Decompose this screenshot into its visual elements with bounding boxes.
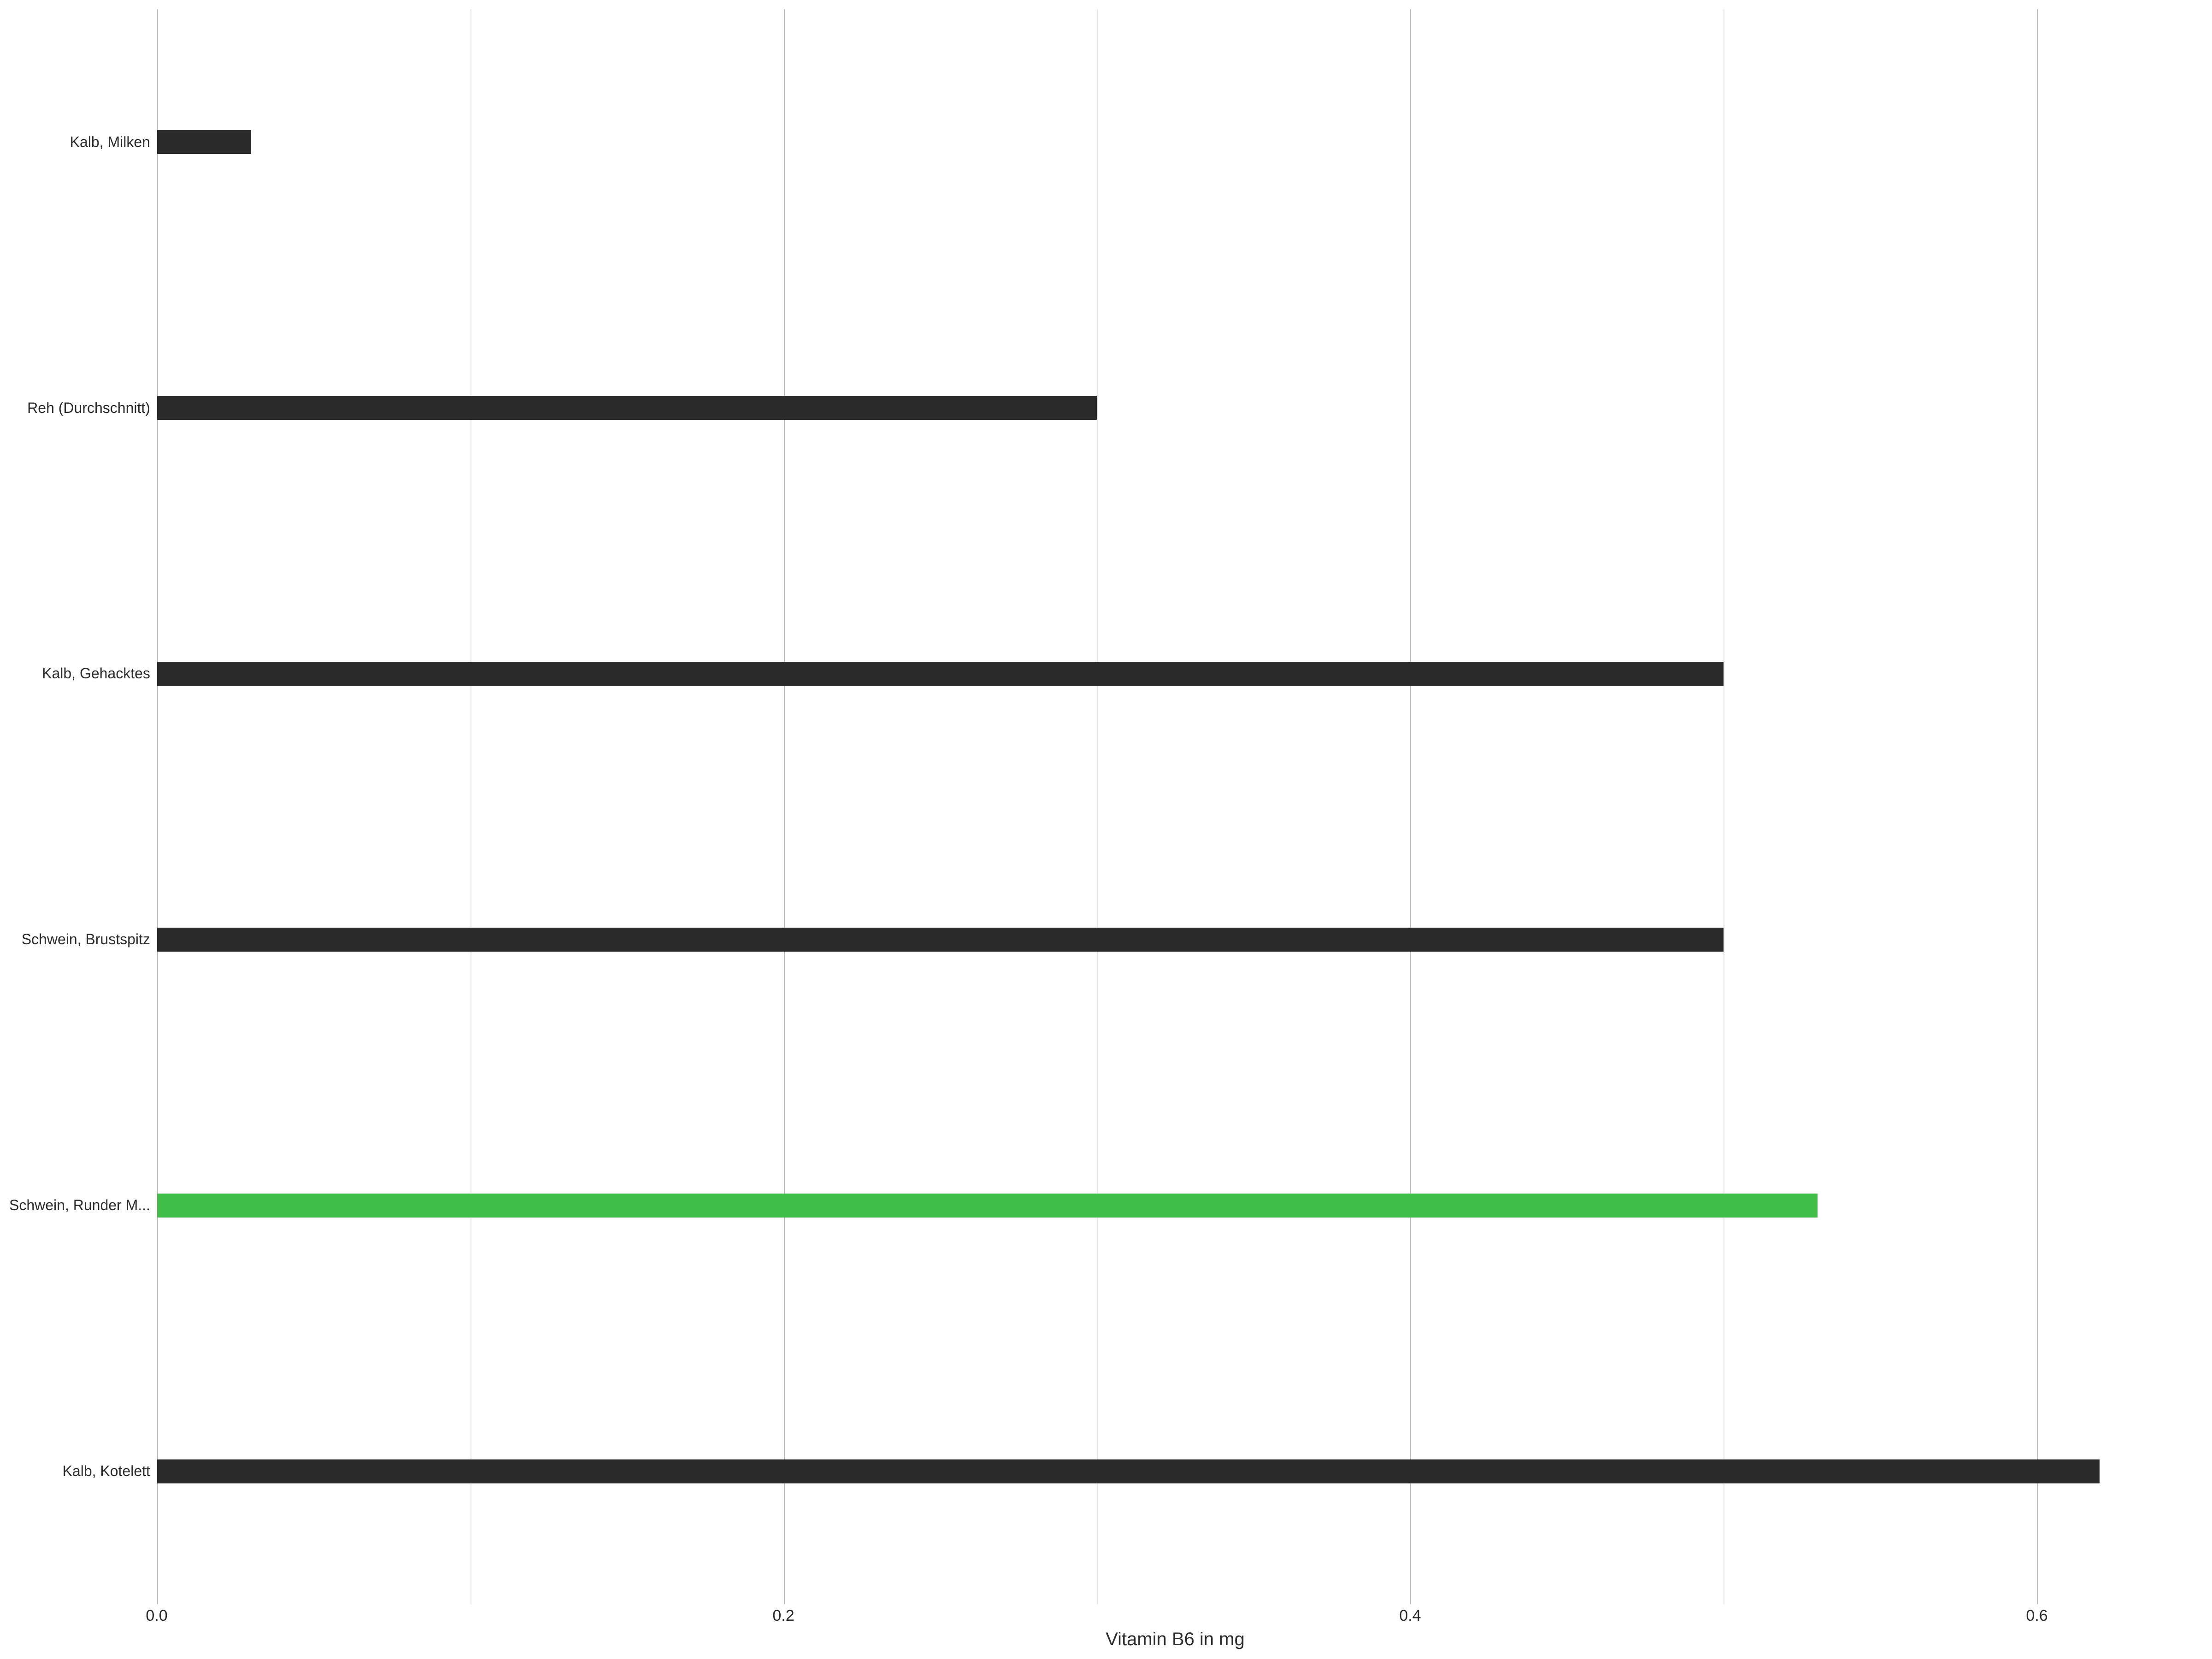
y-label: Kalb, Milken bbox=[70, 134, 150, 150]
y-label: Schwein, Runder M... bbox=[9, 1197, 150, 1213]
x-tick-label: 0.4 bbox=[1399, 1607, 1421, 1625]
bar bbox=[157, 1459, 2100, 1483]
y-label: Kalb, Gehacktes bbox=[42, 665, 150, 682]
bar bbox=[157, 396, 1097, 420]
x-tick-label: 0.0 bbox=[146, 1607, 167, 1625]
x-spacer bbox=[9, 1604, 157, 1627]
x-title-row: Vitamin B6 in mg bbox=[9, 1627, 2194, 1650]
x-axis-title: Vitamin B6 in mg bbox=[157, 1627, 2194, 1650]
y-label: Schwein, Brustspitz bbox=[22, 931, 150, 947]
y-label: Reh (Durchschnitt) bbox=[27, 400, 150, 416]
bar bbox=[157, 928, 1724, 952]
x-axis-ticks: 0.00.20.40.6 bbox=[157, 1604, 2194, 1627]
x-axis-row: 0.0 0.2 0.4 0.6 bbox=[9, 1604, 2194, 1627]
bar bbox=[157, 1194, 1818, 1218]
chart-inner: Kalb, Milken Reh (Durchschnitt) Kalb, Ge… bbox=[9, 9, 2194, 1650]
x-tick-label: 0.2 bbox=[772, 1607, 794, 1625]
vitamin-b6-bar-chart: Kalb, Milken Reh (Durchschnitt) Kalb, Ge… bbox=[0, 0, 2212, 1659]
bar bbox=[157, 662, 1724, 686]
y-label: Kalb, Kotelett bbox=[63, 1463, 150, 1479]
bars-container bbox=[157, 9, 2194, 1604]
plot-row: Kalb, Milken Reh (Durchschnitt) Kalb, Ge… bbox=[9, 9, 2194, 1604]
plot-area bbox=[157, 9, 2194, 1604]
x-spacer bbox=[9, 1627, 157, 1650]
y-axis-labels: Kalb, Milken Reh (Durchschnitt) Kalb, Ge… bbox=[9, 9, 157, 1604]
x-tick-label: 0.6 bbox=[2026, 1607, 2047, 1625]
bar bbox=[157, 130, 251, 154]
